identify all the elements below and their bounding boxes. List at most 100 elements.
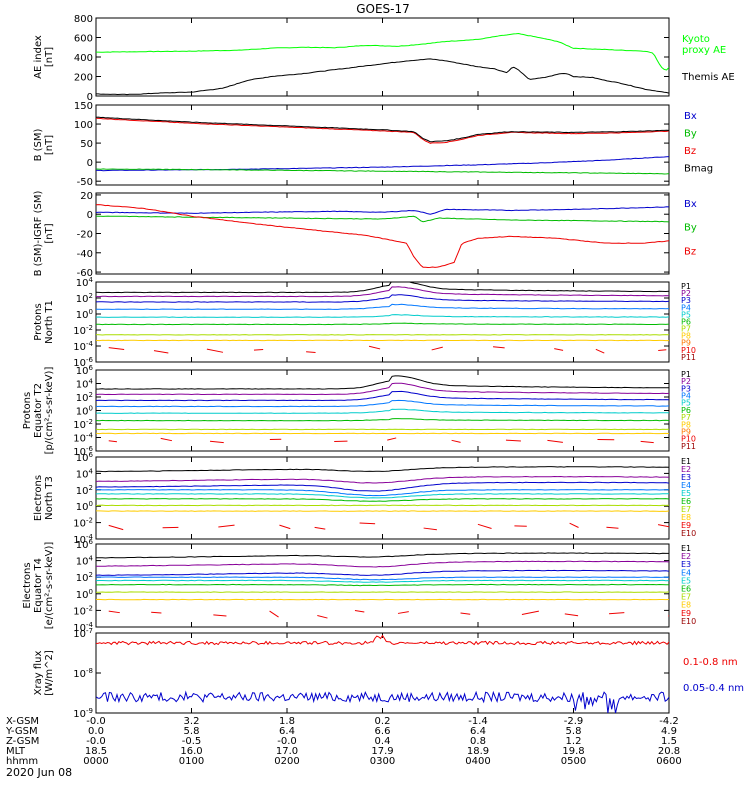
y-axis-label: Equator T2 bbox=[33, 383, 44, 438]
channel-segment-e9 bbox=[564, 613, 579, 617]
channel-label: P3 bbox=[681, 296, 691, 305]
channel-label: E3 bbox=[681, 473, 691, 482]
panel-xray: 10-9 10-8 10-7 Xray flux [W/m^2] 0.1-0.8 nm 0.… bbox=[33, 627, 744, 720]
orbit-axis-rows: X-GSM -0.0 3.2 1.8 0.2 -1.4 -2.9 -4.2 Y-GSM 0.0 5.… bbox=[5, 716, 682, 767]
channel-segment-e9 bbox=[460, 612, 471, 615]
channel-label: E8 bbox=[681, 513, 691, 522]
channel-label: P1 bbox=[681, 370, 691, 379]
channel-segment-p10 bbox=[431, 346, 443, 351]
panel-bsm: -50 0 50 100 150 B (SM) [nT] Bx By Bz Bmag bbox=[33, 101, 713, 188]
y-tick-label: 10-2 bbox=[73, 517, 93, 530]
chart-title: GOES-17 bbox=[356, 2, 410, 16]
series-line-bz bbox=[96, 204, 669, 269]
y-tick-label: 102 bbox=[76, 391, 93, 404]
legend-label: Themis AE bbox=[681, 72, 735, 83]
legend-label: proxy AE bbox=[682, 45, 726, 56]
channel-label: P10 bbox=[681, 346, 696, 355]
channel-label: E4 bbox=[681, 568, 691, 577]
channel-segment-p10 bbox=[554, 348, 564, 351]
channel-segment-e9 bbox=[397, 611, 409, 614]
axis-row-value: -0.0 bbox=[277, 736, 297, 747]
channel-label: E5 bbox=[681, 489, 691, 498]
channel-segment-p10 bbox=[153, 350, 169, 354]
channel-line-e1 bbox=[96, 552, 669, 559]
series-line-xray-0 bbox=[96, 634, 669, 646]
y-axis-label: North T3 bbox=[44, 476, 55, 520]
channel-label: E1 bbox=[681, 457, 691, 466]
channel-segment-e9 bbox=[477, 523, 492, 530]
channel-line-p2 bbox=[96, 382, 669, 396]
axis-row-value: -0.0 bbox=[86, 736, 106, 747]
series-group bbox=[96, 282, 669, 354]
legend-label: 0.05-0.4 nm bbox=[683, 683, 744, 694]
channel-segment-p10 bbox=[595, 348, 605, 354]
y-axis-label: B (SM)-IGRF (SM) bbox=[33, 191, 44, 277]
channel-line-e4 bbox=[96, 489, 669, 497]
y-tick-label: 104 bbox=[76, 276, 94, 289]
axis-row-label: MLT bbox=[6, 746, 26, 757]
legend-label: Bz bbox=[684, 146, 696, 157]
series-line-bz bbox=[96, 117, 669, 144]
channel-segment-e9 bbox=[314, 526, 326, 530]
legend-label: Kyoto bbox=[682, 34, 710, 45]
axis-row-value: 0200 bbox=[274, 756, 299, 767]
y-axis-label: Electrons bbox=[33, 475, 44, 521]
series-group bbox=[96, 116, 669, 175]
y-axis-label: Protons bbox=[22, 392, 33, 429]
channel-label: P9 bbox=[681, 339, 691, 348]
axis-row-value: 3.2 bbox=[184, 716, 200, 727]
axis-row-value: 18.9 bbox=[467, 746, 489, 757]
axis-row-value: 16.0 bbox=[180, 746, 202, 757]
channel-line-e5 bbox=[96, 579, 669, 583]
y-tick-label: 102 bbox=[76, 571, 93, 584]
channel-label: E6 bbox=[681, 585, 691, 594]
channel-line-p5 bbox=[96, 408, 669, 414]
series-line-bx bbox=[96, 206, 669, 215]
y-axis-label: Equator T4 bbox=[33, 558, 44, 613]
axis-row-value: 0600 bbox=[656, 756, 681, 767]
channel-line-e2 bbox=[96, 560, 669, 568]
channel-segment-e9 bbox=[521, 610, 539, 616]
channel-segment-e9 bbox=[269, 610, 279, 618]
y-tick-label: 100 bbox=[76, 405, 93, 418]
y-tick-label: 104 bbox=[76, 555, 94, 568]
channel-segment-p10 bbox=[368, 345, 381, 350]
channel-line-e6 bbox=[96, 498, 669, 502]
y-axis-label: [p/(cm²-s-sr-keV)] bbox=[44, 367, 55, 455]
channel-label: E4 bbox=[681, 481, 691, 490]
channel-line-e3 bbox=[96, 569, 669, 576]
y-tick-label: 10-2 bbox=[73, 324, 93, 337]
y-tick-label: 10-9 bbox=[73, 707, 93, 720]
date-label: 2020 Jun 08 bbox=[6, 766, 72, 779]
series-group bbox=[96, 375, 669, 444]
channel-label: P11 bbox=[681, 353, 696, 362]
channel-segment-e9 bbox=[279, 524, 291, 530]
channel-label: P6 bbox=[681, 317, 691, 326]
channel-label: E7 bbox=[681, 505, 691, 514]
y-tick-label: -20 bbox=[77, 230, 93, 241]
panel-frame bbox=[95, 281, 670, 363]
series-group bbox=[96, 32, 669, 96]
channel-line-e6 bbox=[96, 583, 669, 587]
channel-segment-p10 bbox=[160, 437, 173, 442]
channel-label: P9 bbox=[681, 427, 691, 436]
axis-row-value: 0100 bbox=[179, 756, 204, 767]
y-axis-label: [nT] bbox=[44, 223, 55, 243]
y-tick-label: 10-4 bbox=[73, 432, 93, 445]
channel-segment-p10 bbox=[206, 348, 224, 353]
channel-label: P8 bbox=[681, 332, 691, 341]
channel-line-e7 bbox=[96, 591, 669, 593]
channel-segment-p10 bbox=[209, 440, 224, 444]
y-tick-label: 10-2 bbox=[73, 604, 93, 617]
panel-pt1: 10-6 10-4 10-2 100 102 104 Protons North T1 P1P2… bbox=[33, 276, 696, 369]
series-group bbox=[96, 634, 669, 713]
channel-segment-p10 bbox=[387, 437, 397, 441]
y-tick-label: 0 bbox=[87, 210, 93, 221]
axis-row-value: -4.2 bbox=[659, 716, 679, 727]
channel-label: E1 bbox=[681, 544, 691, 553]
channel-segment-e9 bbox=[609, 612, 625, 615]
y-tick-label: 400 bbox=[74, 53, 93, 64]
axis-row-value: -1.4 bbox=[468, 716, 488, 727]
